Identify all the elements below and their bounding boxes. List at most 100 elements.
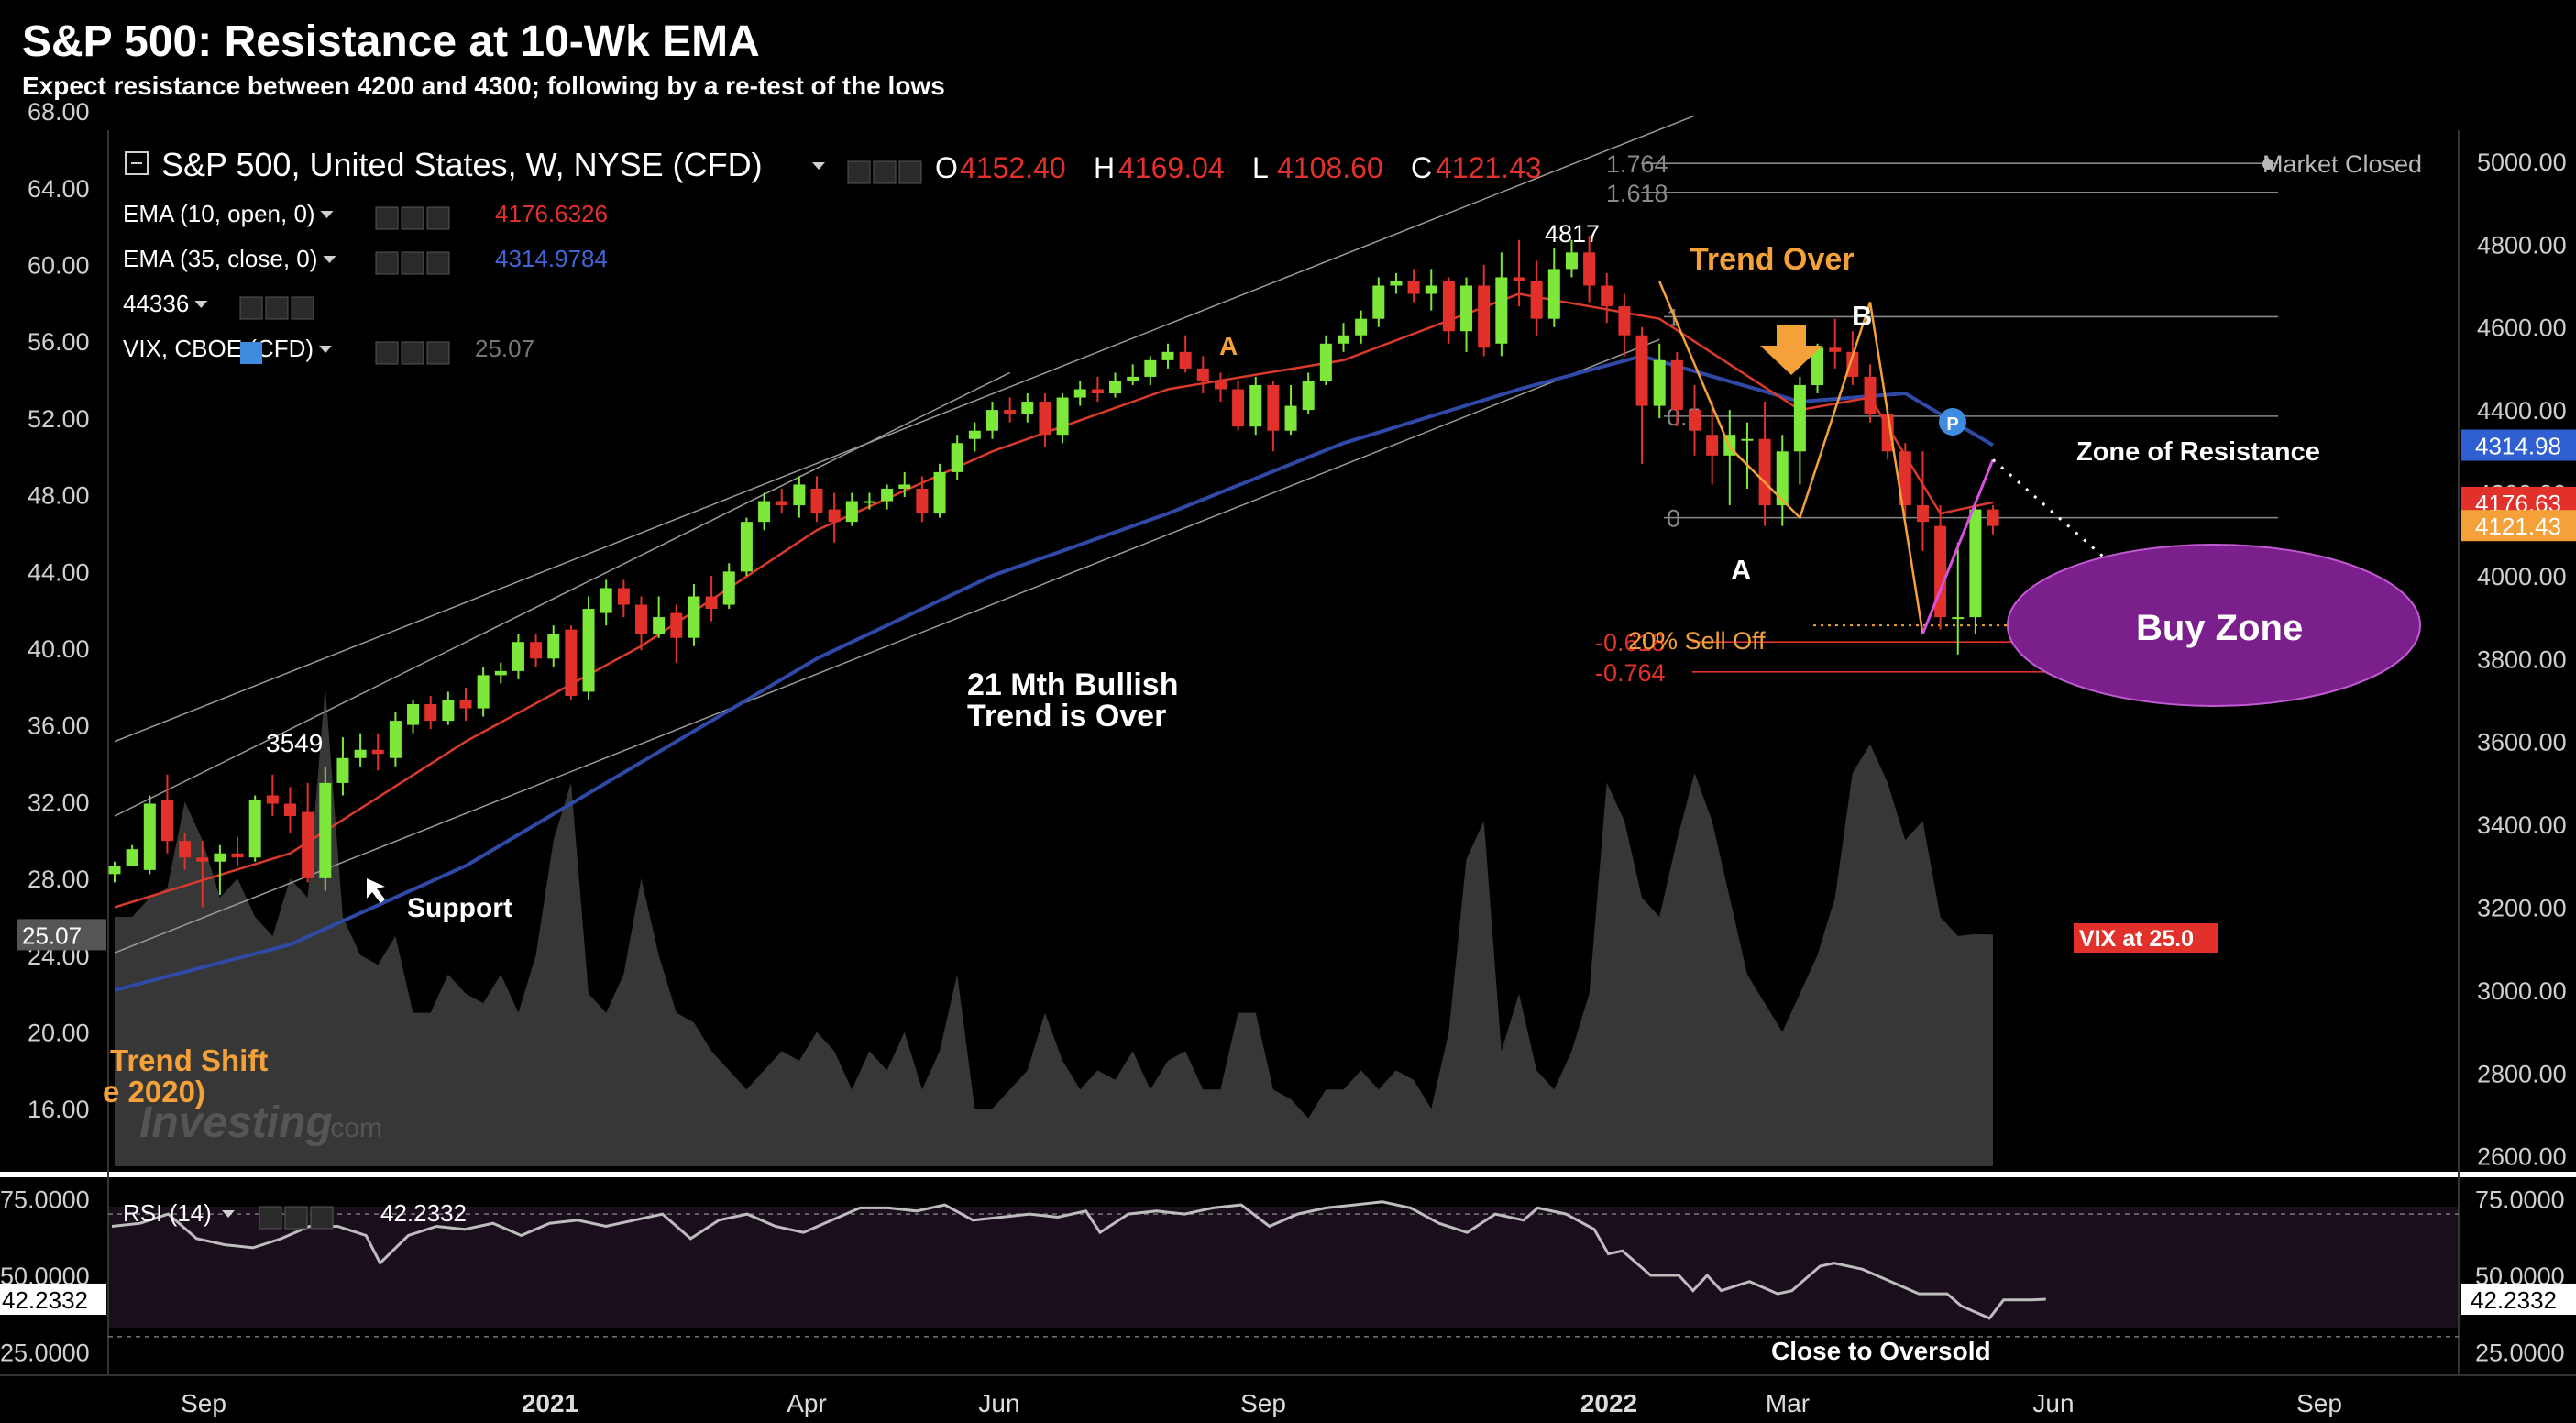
candle [1741, 422, 1754, 489]
candle-body [1583, 252, 1596, 286]
indicator-dropdown-icon-2 [194, 301, 208, 308]
candle [336, 737, 349, 796]
candle [1232, 381, 1245, 431]
candle-body [1565, 252, 1578, 270]
candle [547, 625, 560, 667]
trend-shift-label-1: Trend Shift [110, 1043, 268, 1077]
candle-body [916, 488, 929, 514]
candle [530, 634, 543, 667]
candle [1565, 239, 1578, 278]
bullish-trend-label-1: 21 Mth Bullish [967, 667, 1178, 702]
candle [196, 841, 209, 908]
candle [1601, 272, 1613, 324]
price-marker-label-2: 4121.43 [2475, 513, 2561, 540]
candle [1372, 277, 1385, 327]
candle [477, 667, 490, 717]
candle [214, 844, 226, 895]
indicator-dropdown-icon-1 [323, 256, 336, 263]
candle-body [547, 634, 560, 659]
candle-body [459, 700, 472, 709]
vix-tick-4: 52.00 [28, 405, 90, 433]
trend-over-label: Trend Over [1690, 242, 1855, 277]
market-status: Market Closed [2262, 150, 2422, 178]
candle-body [319, 782, 332, 878]
candle-body [565, 629, 578, 696]
date-tick-3: Jun [978, 1389, 1019, 1417]
candle [688, 583, 700, 646]
date-tick-2: Apr [787, 1389, 827, 1417]
indicator-tool-icon-3-2 [426, 341, 450, 365]
indicator-tool-icon-0-1 [401, 206, 424, 230]
candle [1161, 343, 1174, 369]
candle-body [1670, 359, 1683, 411]
candle [371, 733, 384, 771]
candle-body [512, 642, 524, 671]
indicator-name-0: EMA (10, open, 0) [123, 200, 315, 227]
ohlc-value-1: 4169.04 [1118, 151, 1225, 184]
indicator-name-1: EMA (35, close, 0) [123, 245, 317, 272]
price-tick-5: 4000.00 [2477, 563, 2567, 590]
candle-body [530, 642, 543, 659]
rsi-left-tick-0: 75.0000 [0, 1186, 90, 1213]
candle-body [898, 484, 911, 489]
candle [1635, 326, 1648, 464]
wave-a-label-2: A [1731, 554, 1751, 586]
candle [1196, 356, 1209, 394]
candle [231, 836, 244, 866]
candle [1390, 272, 1403, 294]
vix-tick-3: 56.00 [28, 328, 90, 356]
price-tick-10: 3000.00 [2477, 977, 2567, 1005]
candle [319, 766, 332, 891]
rsi-value: 42.2332 [380, 1199, 467, 1227]
candle [1127, 364, 1139, 385]
candle [933, 463, 946, 518]
candle [1407, 269, 1420, 303]
candle-body [1601, 285, 1613, 307]
rsi-left-marker-label: 42.2332 [2, 1286, 88, 1314]
candle [600, 579, 612, 626]
price-tick-12: 2600.00 [2477, 1143, 2567, 1171]
symbol-dropdown-icon [812, 162, 825, 170]
wave-b-label: B [1852, 300, 1872, 332]
rsi-right-tick-2: 25.0000 [2475, 1340, 2565, 1367]
candle [845, 492, 858, 526]
candle [951, 435, 963, 480]
candle [793, 476, 806, 518]
trend-shift-label-2: e 2020) [103, 1075, 205, 1109]
vix-tick-1: 64.00 [28, 175, 90, 203]
candle-body [881, 488, 894, 502]
candle-body [933, 471, 946, 514]
ohlc-key-1: H [1094, 151, 1115, 184]
candle-body [126, 849, 138, 866]
candle [1513, 239, 1525, 307]
indicator-value-1: 4314.9784 [495, 245, 608, 272]
candle-body [617, 588, 630, 605]
rsi-tool-icon-0 [259, 1206, 282, 1230]
investing-watermark: Investing [139, 1098, 333, 1147]
candle [1934, 505, 1947, 630]
candle-body [1530, 281, 1543, 319]
vix-tick-13: 16.00 [28, 1096, 90, 1123]
candle [828, 492, 841, 543]
investing-watermark-suffix: .com [323, 1113, 382, 1143]
rsi-tool-icon-2 [310, 1206, 334, 1230]
candle [442, 691, 455, 725]
candle [635, 596, 647, 651]
vix-tag-label: VIX at 25.0 [2079, 926, 2194, 952]
candle [1144, 356, 1157, 385]
candle [740, 517, 753, 576]
indicator-value-3: 25.07 [475, 335, 534, 362]
candle [705, 575, 718, 622]
candle [1355, 310, 1368, 344]
candle-body [1846, 351, 1859, 377]
candle-body [1179, 351, 1192, 369]
candle [1109, 372, 1122, 398]
candle-body [371, 749, 384, 755]
candle-body [1829, 347, 1842, 352]
buy-zone-ellipse [2007, 544, 2421, 707]
candle-body [1302, 381, 1315, 411]
candle-body [266, 795, 279, 804]
price-tick-11: 2800.00 [2477, 1060, 2567, 1087]
candle [1916, 451, 1929, 551]
